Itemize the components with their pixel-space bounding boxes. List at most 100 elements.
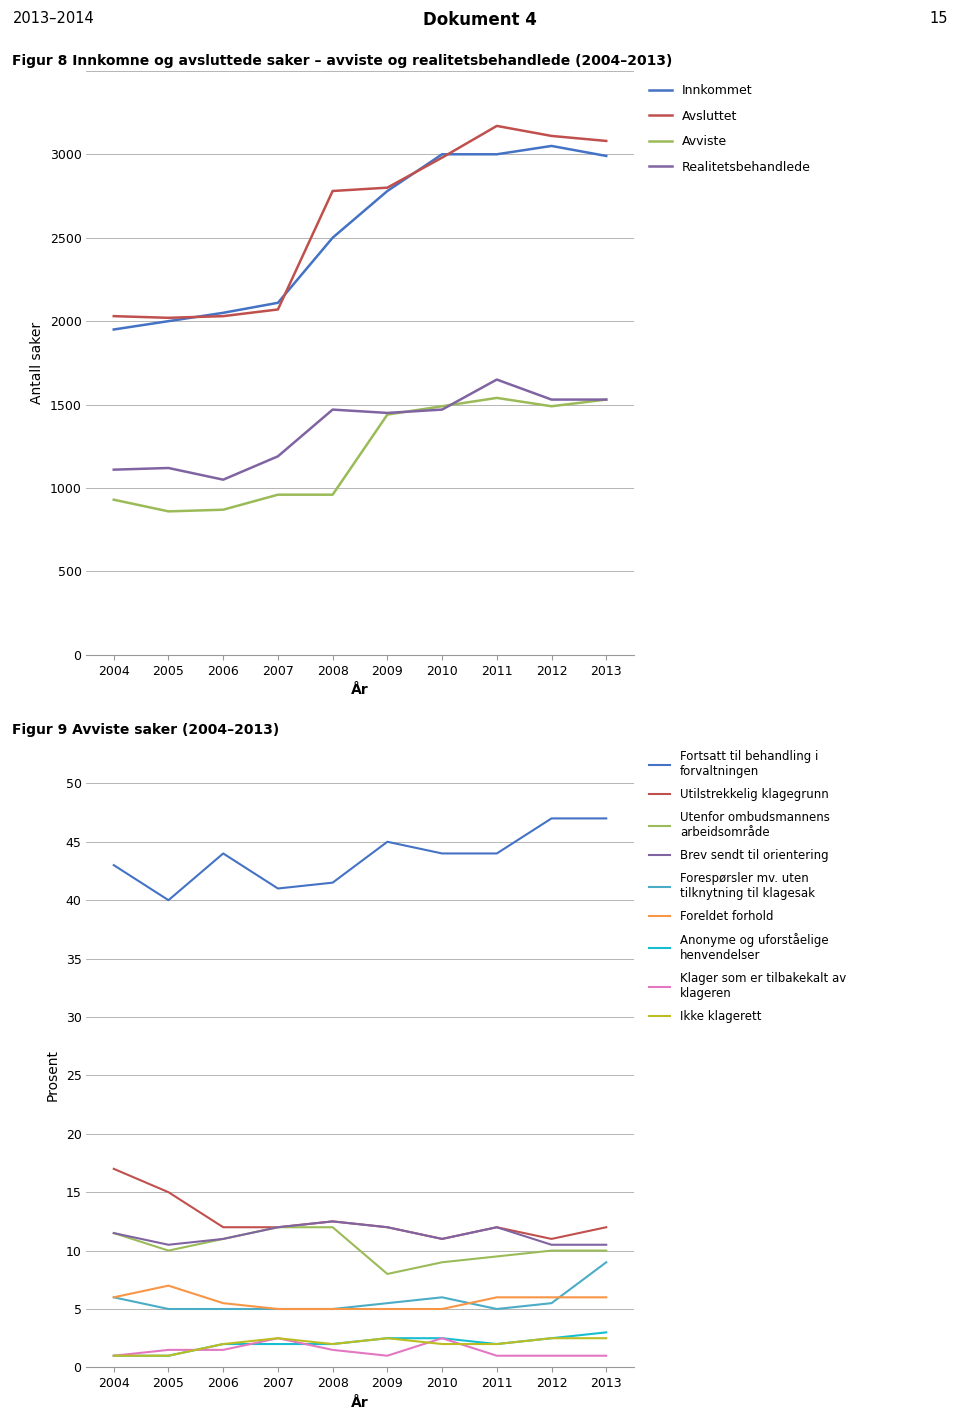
Utenfor ombudsmannens
arbeidsområde [491, 1248, 502, 1265]
Utenfor ombudsmannens
arbeidsområde [381, 1265, 393, 1282]
Klager som er tilbakekalt av
klageren [545, 1348, 557, 1365]
Ikke klagerett [108, 1348, 119, 1365]
Innkommet [272, 295, 283, 312]
Forespørsler mv. uten
tilknytning til klagesak [162, 1301, 174, 1318]
Y-axis label: Prosent: Prosent [46, 1050, 60, 1101]
Forespørsler mv. uten
tilknytning til klagesak [326, 1301, 338, 1318]
Avviste [326, 486, 338, 503]
Foreldet forhold [326, 1301, 338, 1318]
Avsluttet [545, 128, 557, 145]
Text: Dokument 4: Dokument 4 [423, 11, 537, 30]
Brev sendt til orientering [162, 1236, 174, 1253]
Brev sendt til orientering [326, 1213, 338, 1230]
Y-axis label: Antall saker: Antall saker [30, 322, 44, 404]
Forespørsler mv. uten
tilknytning til klagesak [545, 1295, 557, 1312]
Legend: Fortsatt til behandling i
forvaltningen, Utilstrekkelig klagegrunn, Utenfor ombu: Fortsatt til behandling i forvaltningen,… [649, 750, 846, 1023]
Fortsatt til behandling i
forvaltningen [272, 880, 283, 897]
Innkommet [381, 183, 393, 200]
Realitetsbehandlede [491, 371, 502, 388]
Forespørsler mv. uten
tilknytning til klagesak [600, 1254, 612, 1271]
Innkommet [108, 322, 119, 339]
Utilstrekkelig klagegrunn [162, 1183, 174, 1200]
Innkommet [545, 137, 557, 154]
Utenfor ombudsmannens
arbeidsområde [326, 1219, 338, 1236]
Realitetsbehandlede [436, 401, 447, 418]
Anonyme og uforståelige
henvendelser [162, 1348, 174, 1365]
Foreldet forhold [436, 1301, 447, 1318]
Text: 15: 15 [929, 11, 948, 27]
Fortsatt til behandling i
forvaltningen [545, 811, 557, 828]
Klager som er tilbakekalt av
klageren [436, 1329, 447, 1346]
Brev sendt til orientering [491, 1219, 502, 1236]
Ikke klagerett [600, 1329, 612, 1346]
Ikke klagerett [162, 1348, 174, 1365]
Klager som er tilbakekalt av
klageren [217, 1342, 228, 1359]
Realitetsbehandlede [217, 472, 228, 489]
Ikke klagerett [436, 1336, 447, 1353]
Forespørsler mv. uten
tilknytning til klagesak [491, 1301, 502, 1318]
Utilstrekkelig klagegrunn [545, 1230, 557, 1247]
Ikke klagerett [272, 1329, 283, 1346]
Line: Avviste: Avviste [113, 398, 606, 512]
Avsluttet [217, 307, 228, 324]
Text: Figur 9 Avviste saker (2004–2013): Figur 9 Avviste saker (2004–2013) [12, 723, 279, 737]
Brev sendt til orientering [108, 1224, 119, 1241]
Utilstrekkelig klagegrunn [108, 1161, 119, 1178]
Line: Klager som er tilbakekalt av
klageren: Klager som er tilbakekalt av klageren [113, 1338, 606, 1356]
Avsluttet [381, 179, 393, 196]
Foreldet forhold [217, 1295, 228, 1312]
Realitetsbehandlede [326, 401, 338, 418]
Line: Forespørsler mv. uten
tilknytning til klagesak: Forespørsler mv. uten tilknytning til kl… [113, 1263, 606, 1309]
Ikke klagerett [326, 1336, 338, 1353]
Realitetsbehandlede [381, 404, 393, 421]
Anonyme og uforståelige
henvendelser [491, 1336, 502, 1353]
Anonyme og uforståelige
henvendelser [272, 1336, 283, 1353]
Anonyme og uforståelige
henvendelser [545, 1329, 557, 1346]
Klager som er tilbakekalt av
klageren [381, 1348, 393, 1365]
Foreldet forhold [600, 1289, 612, 1306]
Brev sendt til orientering [545, 1236, 557, 1253]
Avviste [381, 407, 393, 424]
Realitetsbehandlede [600, 391, 612, 408]
Avsluttet [108, 307, 119, 324]
Fortsatt til behandling i
forvaltningen [108, 857, 119, 874]
Klager som er tilbakekalt av
klageren [162, 1342, 174, 1359]
Line: Brev sendt til orientering: Brev sendt til orientering [113, 1221, 606, 1244]
Utenfor ombudsmannens
arbeidsområde [600, 1243, 612, 1260]
Forespørsler mv. uten
tilknytning til klagesak [108, 1289, 119, 1306]
Foreldet forhold [272, 1301, 283, 1318]
Anonyme og uforståelige
henvendelser [436, 1329, 447, 1346]
Foreldet forhold [545, 1289, 557, 1306]
Line: Avsluttet: Avsluttet [113, 126, 606, 317]
Avviste [491, 390, 502, 407]
Ikke klagerett [491, 1336, 502, 1353]
Forespørsler mv. uten
tilknytning til klagesak [436, 1289, 447, 1306]
Ikke klagerett [217, 1336, 228, 1353]
Avviste [600, 391, 612, 408]
Fortsatt til behandling i
forvaltningen [436, 845, 447, 862]
Text: 2013–2014: 2013–2014 [12, 11, 94, 27]
Klager som er tilbakekalt av
klageren [326, 1342, 338, 1359]
Innkommet [491, 146, 502, 163]
Avsluttet [326, 183, 338, 200]
Avsluttet [436, 149, 447, 166]
Brev sendt til orientering [600, 1236, 612, 1253]
Utilstrekkelig klagegrunn [600, 1219, 612, 1236]
Avviste [545, 398, 557, 415]
Innkommet [600, 147, 612, 164]
Line: Utenfor ombudsmannens
arbeidsområde: Utenfor ombudsmannens arbeidsområde [113, 1227, 606, 1274]
Line: Fortsatt til behandling i
forvaltningen: Fortsatt til behandling i forvaltningen [113, 819, 606, 900]
Brev sendt til orientering [436, 1230, 447, 1247]
Forespørsler mv. uten
tilknytning til klagesak [217, 1301, 228, 1318]
Fortsatt til behandling i
forvaltningen [162, 891, 174, 908]
Line: Realitetsbehandlede: Realitetsbehandlede [113, 380, 606, 480]
Avviste [272, 486, 283, 503]
Text: Figur 8 Innkomne og avsluttede saker – avviste og realitetsbehandlede (2004–2013: Figur 8 Innkomne og avsluttede saker – a… [12, 54, 673, 68]
Avsluttet [272, 300, 283, 317]
Utenfor ombudsmannens
arbeidsområde [272, 1219, 283, 1236]
Avviste [162, 503, 174, 520]
Anonyme og uforståelige
henvendelser [381, 1329, 393, 1346]
Fortsatt til behandling i
forvaltningen [326, 874, 338, 891]
Brev sendt til orientering [217, 1230, 228, 1247]
Klager som er tilbakekalt av
klageren [600, 1348, 612, 1365]
